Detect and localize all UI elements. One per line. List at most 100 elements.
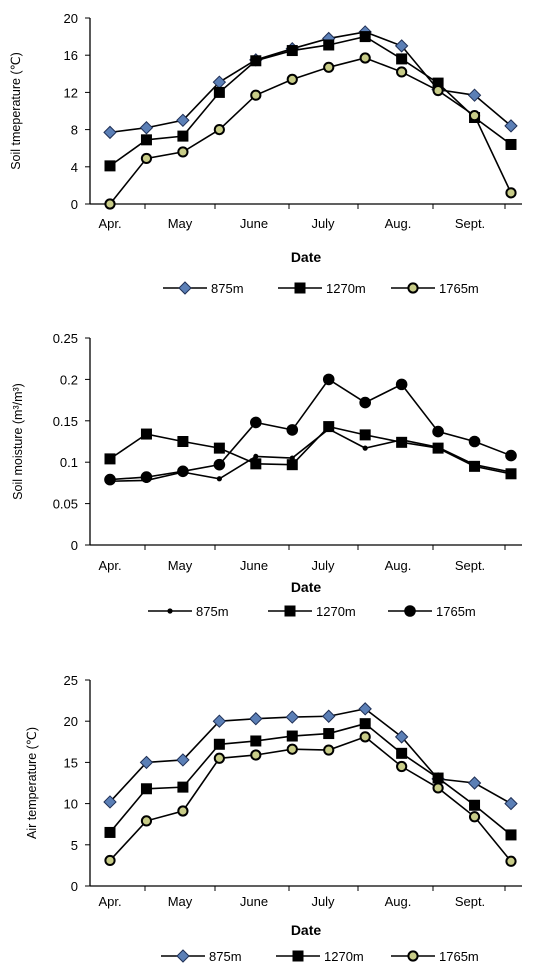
legend-entry-875m: 875m bbox=[161, 949, 242, 964]
data-point-1270m bbox=[177, 781, 189, 793]
x-axis-label: Date bbox=[291, 922, 322, 938]
data-point-875m bbox=[394, 730, 409, 744]
x-axis-label: Date bbox=[291, 579, 322, 595]
y-tick-label: 15 bbox=[64, 755, 78, 770]
legend-entry-875m: 875m bbox=[148, 604, 229, 619]
data-point-875m bbox=[212, 714, 227, 728]
y-tick-label: 0.2 bbox=[60, 372, 78, 387]
legend-entry-1765m: 1765m bbox=[391, 949, 479, 964]
series-line-1270m bbox=[109, 722, 512, 836]
x-tick-label: Apr. bbox=[98, 558, 121, 573]
legend-label: 1270m bbox=[316, 604, 356, 619]
x-tick-label: June bbox=[240, 216, 268, 231]
data-point-1270m bbox=[286, 459, 298, 471]
soil-temperature-chart: 0 4 8 12 16 20 Apr. May June July Aug. Sept. Soil tm… bbox=[0, 0, 542, 310]
data-point-1765m bbox=[177, 805, 189, 817]
data-point-1270m bbox=[432, 772, 444, 784]
legend-label: 875m bbox=[209, 949, 242, 964]
x-tick-label: Apr. bbox=[98, 216, 121, 231]
legend-marker bbox=[176, 949, 190, 963]
legend-label: 1765m bbox=[439, 281, 479, 296]
data-point-1765m bbox=[323, 61, 335, 73]
series-875m bbox=[103, 702, 518, 811]
x-tick-label: July bbox=[311, 558, 335, 573]
data-point-1765m bbox=[396, 66, 408, 78]
legend-marker bbox=[407, 282, 419, 294]
x-tick-label: Sept. bbox=[455, 894, 485, 909]
data-point-1765m bbox=[432, 425, 444, 438]
data-point-875m bbox=[216, 476, 222, 482]
data-point-1270m bbox=[505, 829, 517, 841]
data-point-1765m bbox=[104, 854, 116, 867]
data-point-1270m bbox=[359, 429, 371, 441]
data-point-1765m bbox=[468, 110, 481, 122]
data-point-875m bbox=[139, 121, 154, 135]
data-point-1270m bbox=[396, 436, 408, 448]
soil-temperature-plot: 0 4 8 12 16 20 Apr. May June July Aug. Sept. Soil tm… bbox=[9, 11, 522, 296]
data-point-1270m bbox=[359, 31, 371, 43]
x-tick-label: Aug. bbox=[385, 216, 412, 231]
data-point-1270m bbox=[286, 730, 298, 742]
y-tick-label: 12 bbox=[64, 85, 78, 100]
data-point-1270m bbox=[505, 138, 517, 150]
legend-marker bbox=[284, 605, 296, 617]
data-point-875m bbox=[467, 776, 482, 790]
data-point-1765m bbox=[323, 744, 335, 756]
data-point-1270m bbox=[213, 86, 225, 98]
legend-marker bbox=[292, 950, 304, 962]
data-point-1765m bbox=[213, 124, 225, 136]
legend-label: 1765m bbox=[436, 604, 476, 619]
legend-entry-1765m: 1765m bbox=[391, 281, 479, 296]
legend-entry-875m: 875m bbox=[163, 281, 244, 296]
data-point-1270m bbox=[396, 747, 408, 759]
data-point-1270m bbox=[140, 783, 152, 795]
soil-moisture-plot: 0 0.05 0.1 0.15 0.2 0.25 Apr. May June July Aug. Se… bbox=[11, 331, 522, 619]
y-tick-label: 0.1 bbox=[60, 455, 78, 470]
data-point-1765m bbox=[322, 373, 335, 386]
data-point-1270m bbox=[104, 826, 116, 838]
data-point-1270m bbox=[432, 77, 444, 89]
data-point-1765m bbox=[505, 449, 517, 462]
legend-entry-1270m: 1270m bbox=[278, 281, 366, 296]
data-point-1765m bbox=[213, 752, 225, 764]
series-line-875m bbox=[109, 707, 512, 805]
x-tick-label: July bbox=[311, 216, 335, 231]
legend-entry-1270m: 1270m bbox=[276, 949, 364, 964]
data-point-1270m bbox=[177, 130, 189, 142]
data-point-1765m bbox=[104, 198, 116, 210]
data-point-1270m bbox=[469, 799, 481, 811]
x-tick-label: Sept. bbox=[455, 216, 485, 231]
data-point-1765m bbox=[213, 458, 226, 471]
series-line-875m bbox=[109, 428, 512, 483]
data-point-1765m bbox=[505, 855, 517, 867]
series-line-1270m bbox=[109, 425, 512, 475]
data-point-1765m bbox=[359, 731, 371, 743]
data-point-875m bbox=[504, 796, 518, 811]
data-point-875m bbox=[285, 710, 299, 724]
series-line-875m bbox=[109, 31, 512, 134]
data-point-1270m bbox=[250, 735, 262, 747]
series-line-1270m bbox=[109, 35, 512, 167]
data-point-1765m bbox=[250, 89, 262, 101]
data-point-1765m bbox=[177, 146, 189, 158]
data-point-1765m bbox=[104, 473, 116, 486]
x-tick-label: Aug. bbox=[385, 558, 412, 573]
data-point-1765m bbox=[140, 815, 153, 827]
legend-label: 1270m bbox=[324, 949, 364, 964]
data-point-1270m bbox=[177, 436, 189, 447]
y-tick-label: 0 bbox=[71, 538, 78, 553]
data-point-875m bbox=[362, 445, 368, 451]
data-point-875m bbox=[176, 753, 190, 767]
data-point-1270m bbox=[286, 45, 298, 57]
y-tick-label: 20 bbox=[64, 11, 78, 26]
data-point-1270m bbox=[213, 738, 225, 750]
data-point-1270m bbox=[104, 453, 116, 465]
x-tick-label: July bbox=[311, 894, 335, 909]
data-point-875m bbox=[103, 795, 117, 809]
data-point-1765m bbox=[140, 471, 153, 483]
data-point-1270m bbox=[140, 428, 152, 440]
x-tick-label: Apr. bbox=[98, 894, 121, 909]
y-tick-label: 0.25 bbox=[53, 331, 78, 346]
y-axis-label: Air temperature (℃) bbox=[25, 727, 39, 839]
series-line-1765m bbox=[109, 57, 512, 205]
